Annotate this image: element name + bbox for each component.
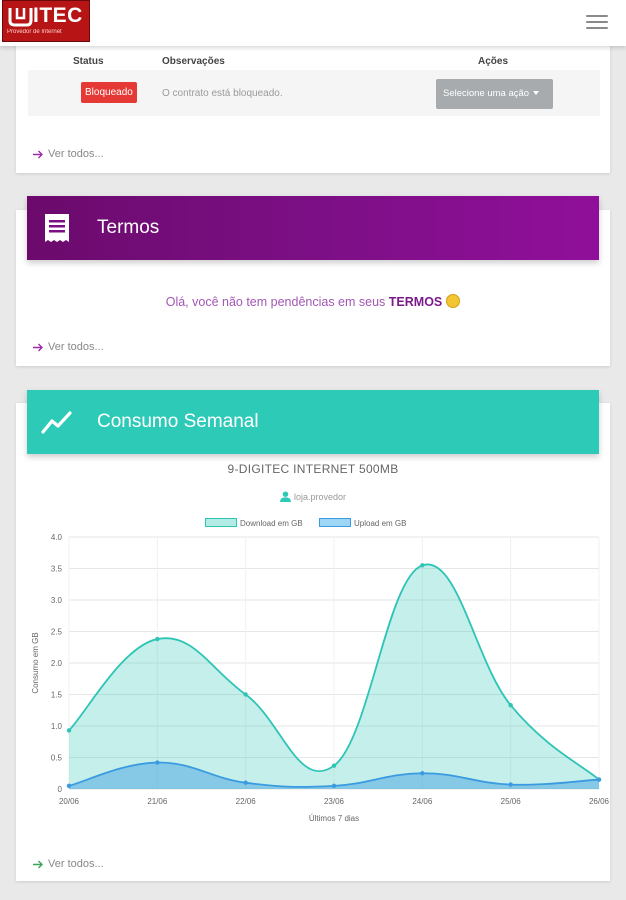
x-axis-label: Últimos 7 dias bbox=[309, 814, 359, 823]
logo-text: ITEC bbox=[33, 4, 83, 27]
y-axis-label: Consumo em GB bbox=[31, 632, 40, 693]
y-tick-label: 1.5 bbox=[51, 691, 63, 700]
y-tick-label: 0.5 bbox=[51, 754, 63, 763]
legend-label-download: Download em GB bbox=[240, 519, 303, 528]
column-header-actions: Ações bbox=[478, 56, 509, 67]
x-tick-label: 21/06 bbox=[147, 797, 168, 806]
data-point-download bbox=[155, 636, 160, 642]
see-all-terms-link[interactable]: Ver todos... bbox=[33, 341, 104, 353]
terms-message-text: Olá, você não tem pendências em seus bbox=[165, 295, 389, 309]
hamburger-icon[interactable] bbox=[586, 15, 608, 31]
logo-mark-icon bbox=[8, 8, 33, 27]
consumption-title: Consumo Semanal bbox=[97, 411, 259, 432]
document-list-icon bbox=[45, 214, 69, 242]
x-tick-label: 20/06 bbox=[59, 797, 80, 806]
terms-banner: Termos bbox=[27, 196, 599, 260]
data-point-download bbox=[508, 703, 513, 708]
smile-emoji-icon bbox=[446, 294, 461, 308]
x-tick-label: 26/06 bbox=[589, 797, 610, 806]
data-point-upload bbox=[243, 780, 248, 785]
data-point-upload bbox=[331, 783, 337, 789]
data-point-upload bbox=[66, 783, 72, 789]
legend-swatch-upload bbox=[319, 518, 351, 527]
data-point-upload bbox=[420, 771, 425, 776]
arrow-right-icon bbox=[33, 343, 43, 352]
user-line: loja.provedor bbox=[16, 491, 610, 502]
y-tick-label: 2.5 bbox=[51, 628, 63, 637]
data-point-upload bbox=[596, 777, 602, 782]
consumption-banner: Consumo Semanal bbox=[27, 390, 599, 454]
consumption-card: 9-DIGITEC INTERNET 500MB loja.provedor D… bbox=[16, 403, 610, 881]
data-point-download bbox=[66, 728, 72, 733]
contracts-card: Status Observações Ações Bloqueado O con… bbox=[16, 40, 610, 173]
see-all-contracts-link[interactable]: Ver todos... bbox=[33, 148, 104, 160]
observation-text: O contrato está bloqueado. bbox=[162, 88, 283, 99]
trend-line-icon bbox=[41, 411, 72, 434]
plan-name: 9-DIGITEC INTERNET 500MB bbox=[227, 462, 399, 476]
terms-bold[interactable]: TERMOS bbox=[388, 295, 443, 309]
x-tick-label: 23/06 bbox=[324, 797, 345, 806]
data-point-download bbox=[243, 692, 248, 697]
legend-item-upload[interactable]: Upload em GB bbox=[319, 518, 406, 528]
column-header-observations: Observações bbox=[162, 56, 225, 67]
arrow-right-icon bbox=[33, 150, 43, 159]
series-area-upload bbox=[69, 762, 599, 789]
data-point-download bbox=[420, 563, 425, 568]
arrow-right-icon bbox=[33, 860, 43, 869]
column-header-status: Status bbox=[73, 56, 104, 67]
terms-title: Termos bbox=[97, 217, 160, 238]
legend-label-upload: Upload em GB bbox=[354, 519, 407, 528]
legend-swatch-download bbox=[205, 518, 237, 527]
data-point-download bbox=[331, 763, 337, 768]
action-select-label: Selecione uma ação bbox=[443, 88, 530, 99]
status-badge: Bloqueado bbox=[81, 82, 137, 103]
y-tick-label: 3.5 bbox=[51, 565, 63, 574]
legend-item-download[interactable]: Download em GB bbox=[205, 518, 303, 528]
y-tick-label: 4.0 bbox=[51, 533, 63, 542]
series-area-download bbox=[69, 564, 599, 789]
top-bar: ITEC Provedor de Internet bbox=[0, 0, 626, 46]
data-point-upload bbox=[155, 760, 160, 765]
action-select[interactable]: Selecione uma ação bbox=[436, 79, 553, 109]
y-tick-label: 0 bbox=[58, 785, 63, 794]
terms-message: Olá, você não tem pendências em seus TER… bbox=[16, 294, 610, 309]
caret-down-icon bbox=[533, 91, 540, 96]
x-tick-label: 22/06 bbox=[236, 797, 257, 806]
logo-subtitle: Provedor de Internet bbox=[7, 29, 62, 35]
x-tick-label: 24/06 bbox=[412, 797, 433, 806]
y-tick-label: 1.0 bbox=[51, 722, 63, 731]
see-all-label: Ver todos... bbox=[48, 341, 104, 353]
consumption-chart: 0 0.5 1.0 1.5 2.0 2.5 3.0 3.5 4.0 20/06 21/06 22/06… bbox=[31, 533, 610, 823]
x-tick-label: 25/06 bbox=[501, 797, 522, 806]
user-name: loja.provedor bbox=[293, 492, 347, 502]
logo[interactable]: ITEC Provedor de Internet bbox=[2, 0, 90, 42]
data-point-upload bbox=[508, 782, 513, 787]
y-tick-label: 2.0 bbox=[51, 659, 63, 668]
user-icon bbox=[279, 491, 291, 502]
see-all-label: Ver todos... bbox=[48, 858, 104, 870]
see-all-consumption-link[interactable]: Ver todos... bbox=[33, 858, 104, 870]
see-all-label: Ver todos... bbox=[48, 148, 104, 160]
y-tick-label: 3.0 bbox=[51, 596, 63, 605]
